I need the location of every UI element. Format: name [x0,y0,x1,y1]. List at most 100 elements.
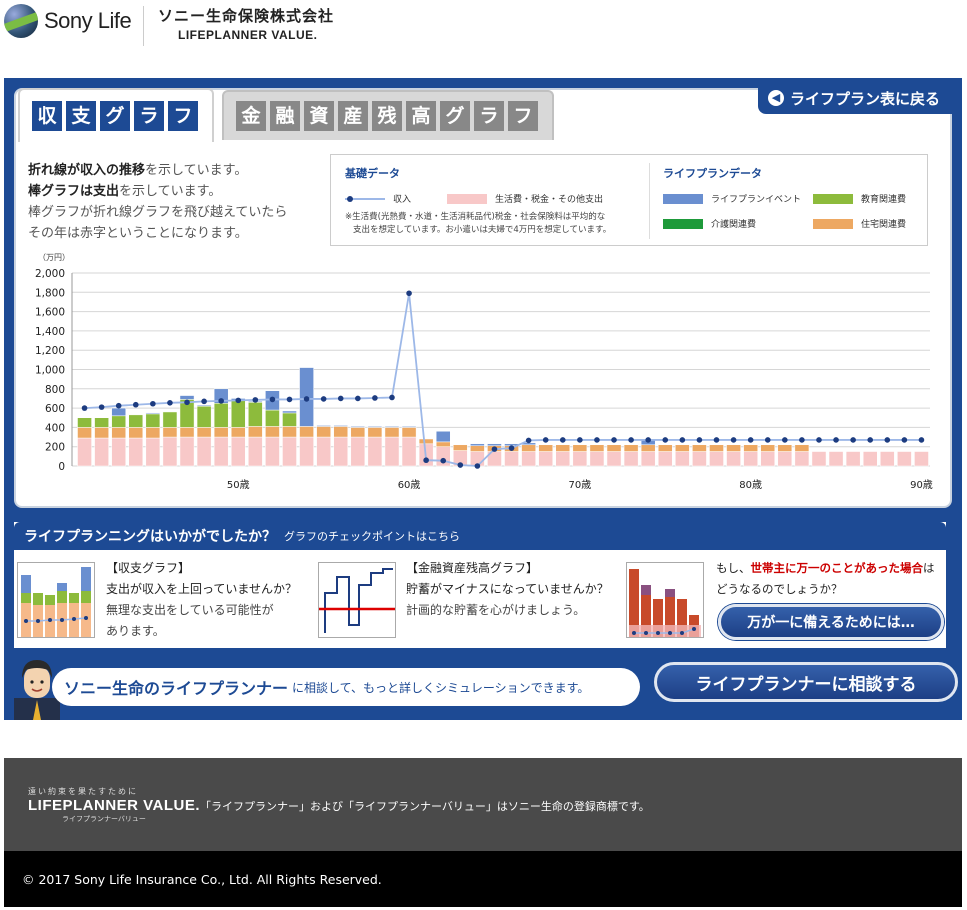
bar-segment [179,427,195,438]
bar-segment [145,427,161,439]
desc-line2-rest: を示しています。 [119,184,222,199]
income-point [730,437,737,443]
bar-segment [145,413,161,428]
income-line-icon [345,195,385,202]
bar-segment [760,451,776,467]
income-point [81,405,88,411]
income-point [389,394,395,401]
footer-logo-kana: ライフプランナーバリュー [62,815,146,823]
bar-segment [282,426,297,438]
asset-graph-thumbnail[interactable] [318,562,396,638]
income-point [594,437,600,443]
tab-char: 高 [406,101,436,131]
income-point [235,397,242,404]
legend-event-label: ライフプランイベント [711,195,802,205]
bar-segment [828,451,844,467]
bar-segment [521,451,536,467]
legend-living: 生活費・税金・その他支出 [447,192,603,205]
bar-segment [196,436,212,467]
item1-question: 支出が収入を上回っていませんか？ [106,582,298,596]
income-expense-chart: （万円） 0 200 400 600 800 1,000 1,200 1,400 1,600 1,8… [16,248,946,508]
legend-income: 収入 [345,192,411,205]
bar-segment [692,444,707,452]
bar-segment [333,425,349,427]
consult-small-text: に相談して、もっと詳しくシミュレーションできます。 [292,680,590,695]
income-point [132,401,139,408]
company-name: ソニー生命保険株式会社 [158,7,335,25]
income-point [662,437,669,443]
legend-item-education: 教育関連費 [813,192,906,205]
bar-segment [367,436,383,467]
x-tick-label: 50歳 [227,479,250,491]
footer-logo-tagline: 遠い約束を果たすために [28,787,138,796]
sony-life-logo-icon [4,4,38,38]
bar-segment [589,444,605,452]
income-point [218,398,224,404]
bar-segment [316,425,331,427]
bar-segment [230,400,246,428]
bar-segment [128,437,144,467]
tab-char: 資 [304,101,334,131]
prepare-emergency-button[interactable]: 万が一に備えるためには… [718,604,944,640]
bar-segment [794,444,810,452]
bar-segment [333,426,349,438]
tab-char: フ [168,101,198,131]
income-point [764,437,771,443]
consult-lifeplanner-button[interactable]: ライフプランナーに相談する [654,662,958,702]
bar-segment [179,395,195,400]
income-point [201,398,207,405]
bar-segment [623,444,639,452]
income-point [918,437,925,443]
income-graph-thumbnail[interactable] [17,562,95,638]
income-point [423,457,429,464]
y-tick-label: 800 [45,384,65,396]
bar-segment [623,451,639,467]
bar-segment [230,427,246,438]
legend-education-label: 教育関連費 [861,195,907,205]
tab-income-graph[interactable]: 収支グラフ [18,88,214,142]
lifeplanner-avatar [14,660,60,720]
emergency-thumbnail[interactable] [626,562,704,638]
legend-care-label: 介護関連費 [711,220,757,230]
y-tick-label: 1,400 [35,326,65,338]
bar-segment [111,437,126,467]
x-tick-label: 90歳 [910,479,933,491]
income-point [542,437,549,443]
y-tick-label: 1,800 [35,287,65,299]
bar-segment [521,444,536,452]
desc-line4: その年は赤字ということになります。 [28,226,248,241]
footer-logo[interactable]: 遠い約束を果たすために LIFEPLANNER VALUE. ライフプランナーバ… [28,786,200,824]
bar-segment [350,436,366,467]
bar-segment [111,415,126,428]
tab-char: 金 [236,101,266,131]
bar-segment [606,444,622,452]
income-point [337,395,344,402]
site-header: Sony Life ソニー生命保険株式会社 LIFEPLANNER VALUE. [0,0,967,78]
trademark-note: 「ライフプランナー」および「ライフプランナーバリュー」はソニー生命の登録商標です… [200,800,650,813]
tab-char: グ [440,101,470,131]
y-tick-label: 1,600 [35,307,65,319]
bar-segment [897,451,912,467]
tab-char: 収 [32,101,62,131]
income-point [559,437,566,443]
item1-title: 【収支グラフ】 [106,561,191,575]
y-tick-label: 200 [45,442,65,454]
x-tick-label: 70歳 [568,479,591,491]
legend-item-housing: 住宅関連費 [813,217,906,230]
item3-red: 世帯主に万一のことがあった場合 [750,561,924,575]
income-point [303,396,310,402]
income-point [577,437,583,443]
checkpoint-title: ライフプランニングはいかがでしたか？ [24,529,276,545]
tab-char: 産 [338,101,368,131]
circle-arrow-left-icon: ◀ [768,90,784,106]
back-to-lifeplan-button[interactable]: ◀ ライフプラン表に戻る [758,82,960,114]
bar-segment [384,427,400,438]
sony-life-logo[interactable]: Sony Life [4,4,132,38]
logo-text: Sony Life [44,8,132,33]
checkpoint-section: ライフプランニングはいかがでしたか？ グラフのチェックポイントはこちら 【収支グ… [14,522,946,648]
graph-description: 折れ線が収入の推移を示しています。 棒グラフは支出を示しています。 棒グラフが折… [28,160,287,244]
tab-asset-graph[interactable]: 金融資産残高グラフ [222,90,554,140]
legend-note: ※生活費(光熱費・水道・生活消耗品代)税金・社会保険料は平均的な 支出を想定して… [345,211,645,237]
bar-segment [179,436,195,467]
income-point [679,437,686,443]
